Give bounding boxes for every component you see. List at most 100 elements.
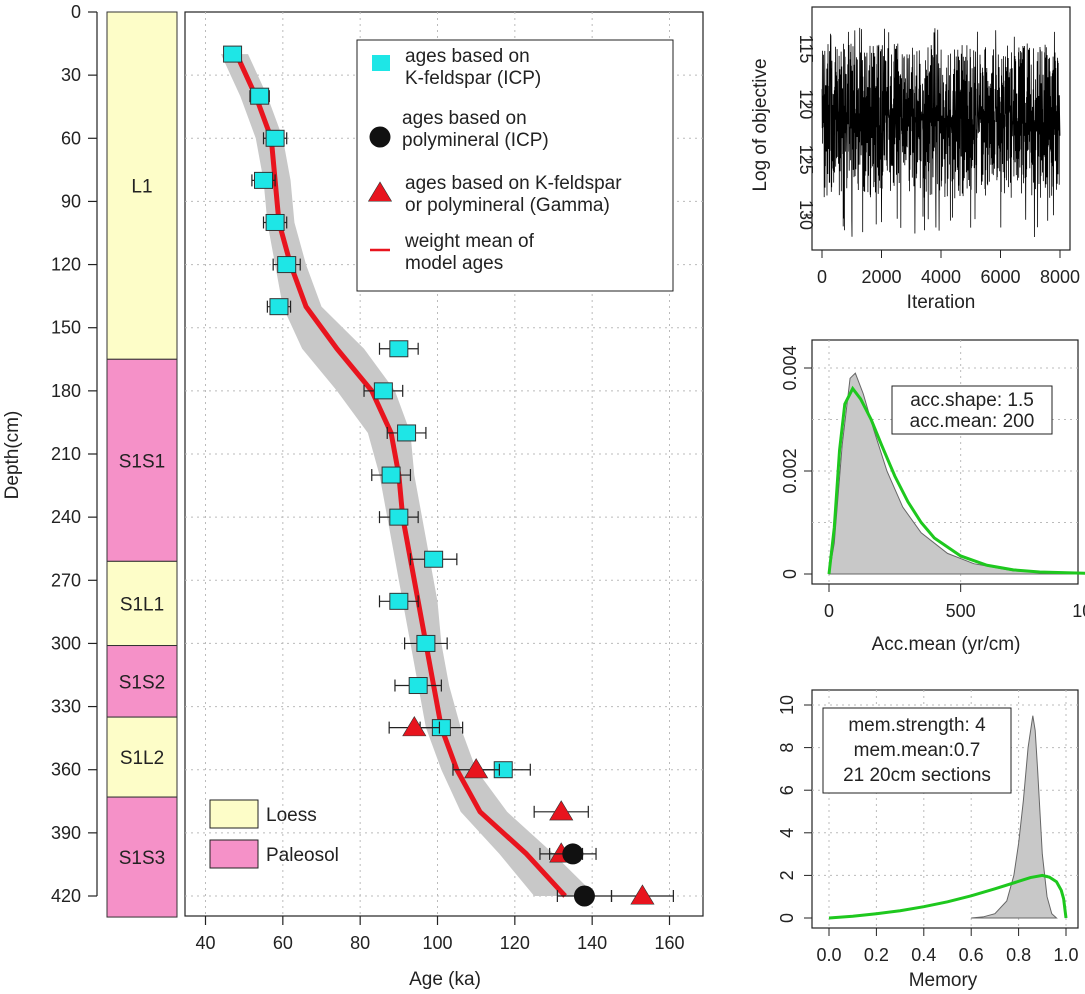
mem-y-tick-label: 4 — [777, 828, 797, 838]
depth-tick-label: 0 — [71, 2, 81, 22]
kfeldspar-icp-point — [397, 424, 417, 442]
acc-x-tick-label: 0 — [824, 601, 834, 621]
trace-x-tick-label: 0 — [817, 267, 827, 287]
mem-annotation-text: 21 20cm sections — [843, 765, 991, 786]
acc-annotation-box — [891, 385, 1053, 435]
mem-x-tick-label: 0.8 — [1006, 945, 1031, 965]
age-depth-plot: 40 60 80 100 120 140 160 Age (ka) ages based on K… — [184, 11, 704, 990]
stratigraphy-column: L1 S1S1 S1L1 S1S2 S1L2 S1S3 0 30 60 90 120 150 180 21… — [2, 2, 178, 918]
polymineral-icp-point — [562, 843, 584, 865]
trace-y-tick-label: 125 — [796, 145, 816, 175]
acc-annotation-text: acc.mean: 200 — [910, 411, 1035, 432]
strat-legend-swatch — [209, 799, 259, 829]
kfeldspar-icp-point — [254, 171, 273, 189]
mem-y-tick-label: 0 — [777, 913, 797, 923]
iteration-trace-plot: 0 2000 4000 6000 8000 115 120 125 130 Log of obje… — [750, 6, 1080, 313]
trace-x-tick-label: 2000 — [861, 267, 901, 287]
gamma-point — [630, 884, 655, 905]
strat-legend-label: Paleosol — [266, 845, 339, 866]
memory-plot: 0.0 0.2 0.4 0.6 0.8 1.0 0 2 4 6 8 10 Memory mem.stren… — [777, 689, 1079, 991]
acc-x-tick-label: 1000 — [1072, 601, 1085, 621]
strat-unit-l1 — [106, 11, 178, 360]
trace-y-tick-label: 120 — [796, 89, 816, 119]
age-tick-label: 80 — [350, 933, 370, 953]
kfeldspar-icp-point — [265, 213, 285, 231]
mem-annotation-box — [822, 707, 1012, 794]
depth-tick-label: 30 — [61, 65, 81, 85]
depth-tick-label: 270 — [51, 570, 81, 590]
depth-tick-label: 150 — [51, 318, 81, 338]
mem-y-tick-label: 6 — [777, 785, 797, 795]
strat-unit-label: S1S1 — [119, 451, 165, 472]
acc-x-axis-title: Acc.mean (yr/cm) — [872, 634, 1021, 655]
trace-y-tick-label: 130 — [796, 200, 816, 230]
acc-y-tick-label: 0.002 — [780, 448, 800, 493]
legend-label: ages based on K-feldspar or polymineral (… — [405, 173, 622, 216]
strat-unit-label: L1 — [131, 177, 152, 198]
trace-x-tick-label: 6000 — [980, 267, 1020, 287]
legend-box — [356, 39, 674, 292]
acc-frame — [811, 339, 1079, 585]
strat-unit-s1s1 — [106, 358, 178, 562]
strat-unit-label: S1L2 — [120, 748, 164, 769]
strat-unit-s1l1 — [106, 560, 178, 647]
mem-x-axis-title: Memory — [909, 970, 978, 991]
kfeldspar-icp-point — [250, 87, 270, 105]
trace-x-tick-label: 4000 — [921, 267, 961, 287]
depth-tick-label: 420 — [51, 886, 81, 906]
mem-annotation-text: mem.strength: 4 — [848, 715, 986, 736]
gamma-point — [402, 716, 427, 737]
mem-y-tick-label: 8 — [777, 743, 797, 753]
mem-y-tick-label: 10 — [777, 695, 797, 715]
age-tick-label: 140 — [577, 933, 607, 953]
depth-tick-label: 390 — [51, 823, 81, 843]
kfeldspar-icp-point — [389, 340, 409, 358]
gamma-point — [549, 800, 574, 821]
mem-x-tick-label: 1.0 — [1053, 945, 1078, 965]
depth-axis-title: Depth(cm) — [2, 411, 23, 500]
depth-tick-label: 180 — [51, 381, 81, 401]
kfeldspar-icp-point — [265, 129, 285, 147]
kfeldspar-icp-point — [424, 550, 444, 568]
strat-unit-label: S1L1 — [120, 594, 164, 615]
depth-tick-label: 120 — [51, 255, 81, 275]
kfeldspar-icp-point — [381, 466, 401, 484]
depth-tick-label: 300 — [51, 633, 81, 653]
depth-tick-label: 210 — [51, 444, 81, 464]
trace-x-axis-title: Iteration — [907, 292, 976, 313]
legend-label: weight mean of model ages — [404, 231, 535, 274]
kfeldspar-icp-point — [277, 256, 297, 274]
acc-y-tick-label: 0.004 — [780, 345, 800, 390]
trace-y-tick-label: 115 — [796, 35, 816, 64]
mem-x-tick-label: 0.6 — [959, 945, 984, 965]
acc-annotation-text: acc.shape: 1.5 — [910, 390, 1034, 411]
mem-annotation-text: mem.mean:0.7 — [854, 740, 981, 761]
acc-prior-curve — [827, 385, 1085, 575]
main-plot-frame — [184, 11, 704, 917]
acc-x-tick-label: 500 — [946, 601, 976, 621]
mem-posterior-area — [971, 715, 1058, 919]
gamma-point — [464, 758, 489, 779]
mem-prior-curve — [828, 873, 1068, 920]
strat-legend-swatch — [209, 839, 259, 869]
acc-y-tick-label: 0 — [780, 569, 800, 579]
kfeldspar-icp-point — [389, 508, 409, 526]
legend-label: ages based on polymineral (ICP) — [402, 108, 549, 151]
kfeldspar-icp-point — [408, 677, 428, 695]
depth-tick-label: 330 — [51, 697, 81, 717]
trace-line — [821, 27, 1061, 238]
legend-swatch-triangle — [367, 181, 393, 202]
age-tick-label: 120 — [500, 933, 530, 953]
mem-x-tick-label: 0.0 — [816, 945, 841, 965]
kfeldspar-icp-point — [223, 45, 243, 63]
legend-label: ages based on K-feldspar (ICP) — [405, 46, 541, 89]
strat-unit-s1s3 — [106, 796, 178, 918]
strat-unit-s1l2 — [106, 716, 178, 798]
mem-frame — [811, 689, 1079, 929]
age-tick-label: 40 — [195, 933, 215, 953]
age-axis-title: Age (ka) — [409, 969, 481, 990]
depth-tick-label: 360 — [51, 760, 81, 780]
mem-x-tick-label: 0.2 — [864, 945, 889, 965]
